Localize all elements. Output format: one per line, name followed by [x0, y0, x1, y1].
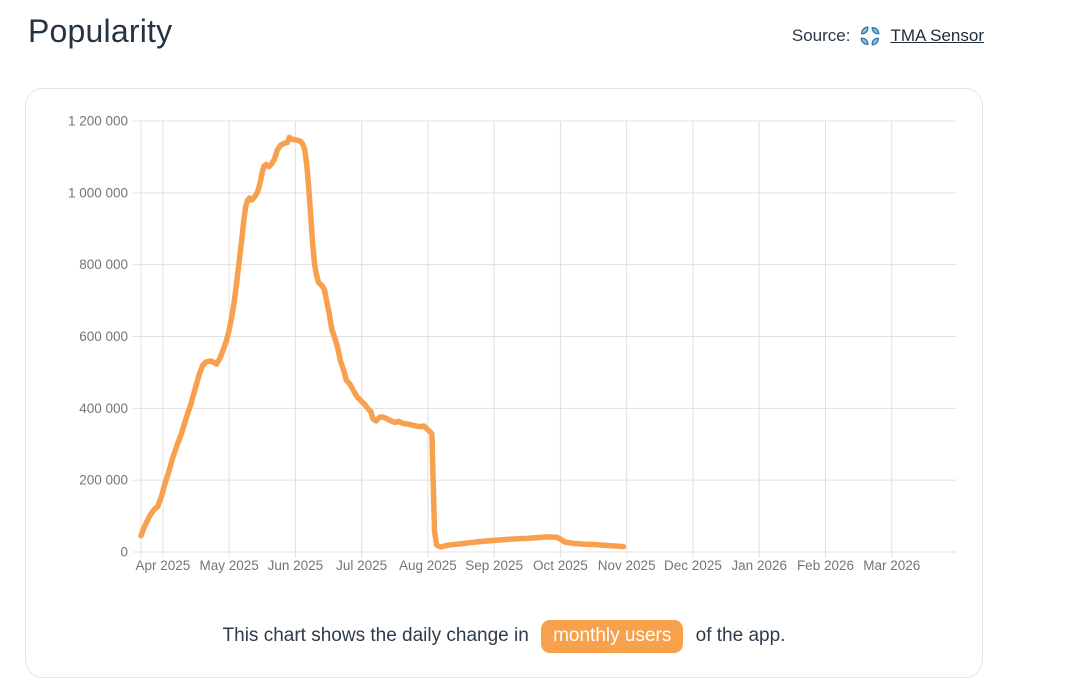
- y-tick-label: 600 000: [79, 329, 128, 344]
- caption-text-before: This chart shows the daily change in: [222, 625, 529, 646]
- source-row: Source: TMA Sensor: [792, 24, 984, 48]
- source-link[interactable]: TMA Sensor: [890, 26, 984, 45]
- y-tick-label: 1 000 000: [68, 185, 128, 200]
- popularity-chart: 0 200 000 400 000 600 000 800 000 1 000 000 1 …: [68, 114, 956, 573]
- x-tick-label: Mar 2026: [863, 558, 920, 573]
- page-title: Popularity: [28, 13, 173, 49]
- x-tick-label: Dec 2025: [664, 558, 722, 573]
- y-tick-label: 200 000: [79, 473, 128, 488]
- x-tick-label: May 2025: [199, 558, 258, 573]
- chart-card: 0 200 000 400 000 600 000 800 000 1 000 000 1 …: [25, 88, 983, 678]
- y-tick-label: 0: [120, 545, 128, 560]
- x-tick-label: Jan 2026: [731, 558, 787, 573]
- y-tick-label: 1 200 000: [68, 114, 128, 129]
- y-tick-label: 800 000: [79, 257, 128, 272]
- caption-text-after: of the app.: [695, 625, 786, 646]
- x-tick-label: Aug 2025: [399, 558, 457, 573]
- x-tick-label: Apr 2025: [135, 558, 190, 573]
- x-tick-label: Jul 2025: [336, 558, 387, 573]
- tma-sensor-icon: [861, 26, 880, 46]
- series-line-monthly-users: [138, 134, 627, 550]
- x-tick-label: Feb 2026: [797, 558, 854, 573]
- monthly-users-badge: monthly users: [541, 620, 684, 653]
- x-tick-label: Oct 2025: [533, 558, 588, 573]
- y-tick-label: 400 000: [79, 401, 128, 416]
- x-tick-label: Jun 2025: [268, 558, 324, 573]
- chart-caption: This chart shows the daily change in mon…: [26, 617, 982, 655]
- source-label: Source:: [791, 26, 851, 45]
- x-tick-label: Sep 2025: [465, 558, 523, 573]
- x-tick-label: Nov 2025: [598, 558, 656, 573]
